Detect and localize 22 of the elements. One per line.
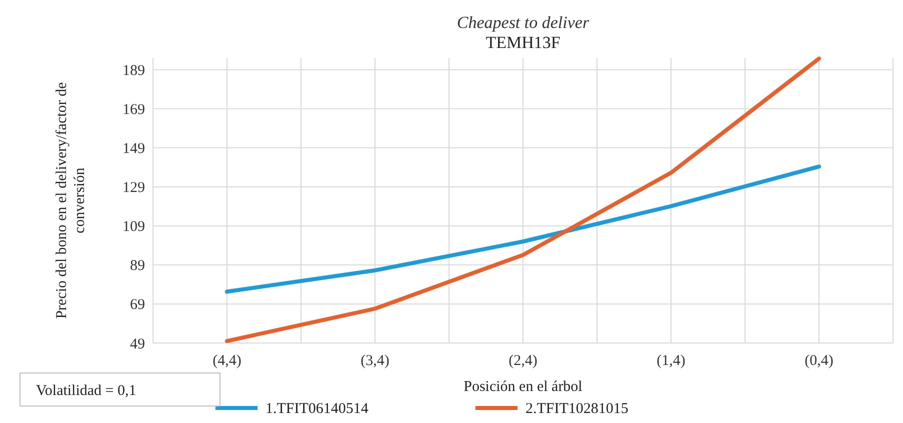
x-tick-label: (3,4) — [360, 353, 390, 369]
legend-label: 2.TFIT10281015 — [526, 401, 628, 417]
chart-title: Cheapest to deliver — [456, 13, 590, 32]
y-tick-label: 129 — [122, 180, 145, 196]
legend-label: 1.TFIT06140514 — [266, 401, 369, 417]
line-series — [225, 56, 821, 344]
y-tick-label: 169 — [122, 102, 145, 118]
x-tick-label: (1,4) — [656, 353, 686, 369]
y-axis-title: Precio del bono en el delivery/factor de conversión — [54, 82, 88, 319]
line-series — [225, 164, 821, 294]
y-tick-label: 89 — [130, 258, 145, 274]
y-tick-label: 49 — [130, 336, 145, 352]
y-tick-label: 149 — [122, 141, 145, 158]
x-axis-title: Posición en el árbol — [464, 379, 582, 395]
y-tick-label: 69 — [130, 297, 145, 314]
chart-subtitle: TEMH13F — [486, 33, 560, 52]
y-tick-label: 189 — [122, 62, 145, 79]
x-tick-label: (4,4) — [212, 353, 242, 369]
y-tick-label: 109 — [122, 219, 145, 236]
x-tick-label: (2,4) — [508, 353, 538, 369]
x-tick-label: (0,4) — [804, 353, 834, 369]
text: Volatilidad = 0,1 — [36, 383, 136, 399]
